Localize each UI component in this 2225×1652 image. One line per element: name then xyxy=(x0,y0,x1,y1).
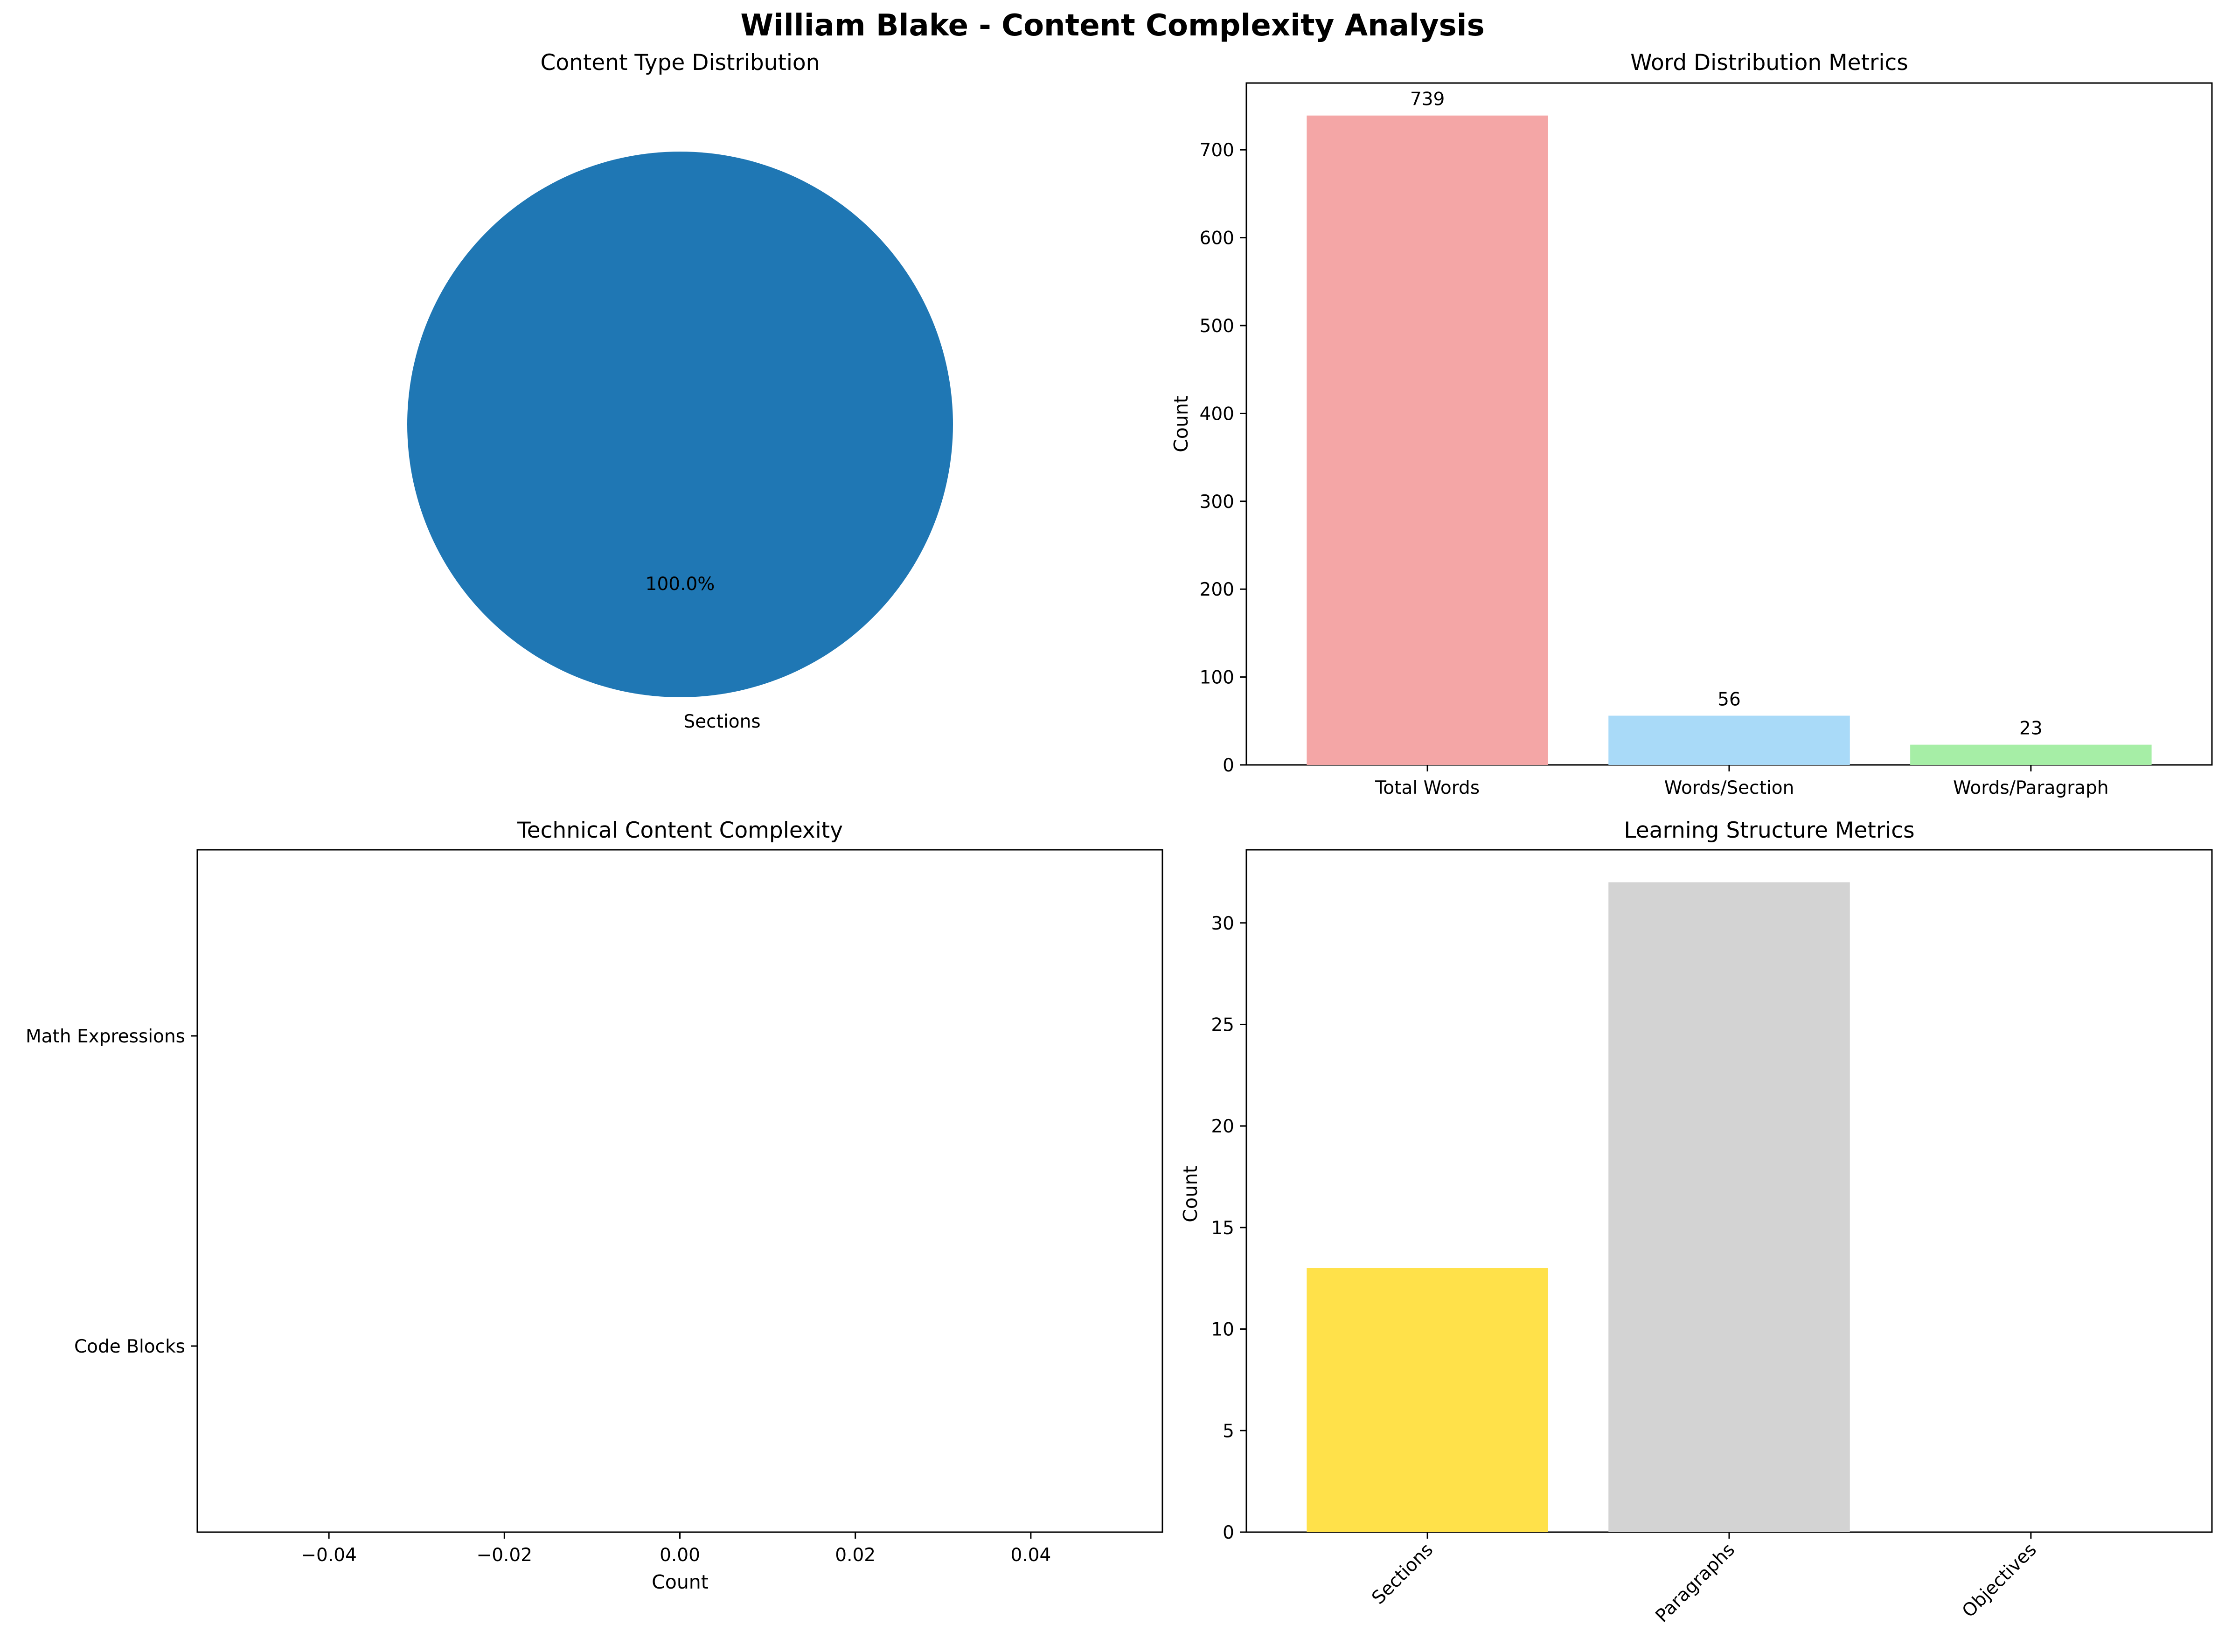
figure-title: William Blake - Content Complexity Analy… xyxy=(740,8,1484,43)
y-tick-label: 30 xyxy=(1211,913,1234,934)
x-tick-label: Words/Paragraph xyxy=(1953,777,2108,798)
y-tick-label: 0 xyxy=(1223,1522,1234,1543)
x-tick-label: Words/Section xyxy=(1664,777,1794,798)
y-tick-label: 100 xyxy=(1200,667,1234,688)
word-bars: 739 Total Words 56 Words/Section 23 Words/Par… xyxy=(1200,82,2213,798)
y-tick-label: 200 xyxy=(1200,579,1234,600)
technical-chart-panel: Technical Content Complexity Code Blocks… xyxy=(26,818,1163,1593)
bar-value-label: 23 xyxy=(2019,718,2043,739)
x-tick-label: 0.04 xyxy=(1010,1545,1051,1566)
y-tick-label: 300 xyxy=(1200,492,1234,513)
y-tick-label: 5 xyxy=(1223,1421,1234,1442)
pie-chart-title: Content Type Distribution xyxy=(541,50,820,76)
y-tick-label: 700 xyxy=(1200,140,1234,161)
pie-chart-panel: Content Type Distribution 100.0% Sections xyxy=(407,50,953,732)
technical-bars: Code Blocks Math Expressions −0.04 −0.02 0.0… xyxy=(26,849,1163,1566)
technical-chart-title: Technical Content Complexity xyxy=(517,818,843,843)
y-tick-label: 20 xyxy=(1211,1116,1234,1137)
y-tick-label: 0 xyxy=(1223,755,1234,776)
pie-slices: 100.0% Sections xyxy=(407,152,953,732)
structure-chart-ylabel: Count xyxy=(1179,1166,1202,1222)
pie-slice xyxy=(407,152,953,697)
technical-chart-xlabel: Count xyxy=(652,1571,709,1593)
bar xyxy=(1307,1268,1548,1532)
x-tick-label: −0.04 xyxy=(301,1545,357,1566)
y-tick-label: 25 xyxy=(1211,1014,1234,1035)
y-tick-label: 500 xyxy=(1200,316,1234,337)
x-tick-label: 0.00 xyxy=(660,1545,700,1566)
bar xyxy=(1910,744,2152,765)
y-tick-label: 10 xyxy=(1211,1319,1234,1340)
y-tick-label: Code Blocks xyxy=(74,1336,185,1357)
y-tick-label: 600 xyxy=(1200,228,1234,249)
structure-chart-title: Learning Structure Metrics xyxy=(1624,818,1914,843)
y-tick-label: 400 xyxy=(1200,403,1234,424)
x-tick-label: Total Words xyxy=(1375,777,1480,798)
bar xyxy=(1307,115,1548,765)
pie-category-label: Sections xyxy=(683,711,760,732)
bar-value-label: 56 xyxy=(1717,689,1741,710)
y-tick-label: Math Expressions xyxy=(26,1026,185,1047)
x-tick-label: 0.02 xyxy=(835,1545,876,1566)
y-tick-label: 15 xyxy=(1211,1218,1234,1239)
bar xyxy=(1608,882,1850,1532)
word-chart-ylabel: Count xyxy=(1170,396,1192,452)
word-chart-title: Word Distribution Metrics xyxy=(1630,50,1908,76)
bar-value-label: 739 xyxy=(1410,89,1445,110)
x-tick-label: −0.02 xyxy=(477,1545,533,1566)
bar xyxy=(1608,715,1850,765)
word-chart-panel: Word Distribution Metrics 739 Total Words… xyxy=(1170,50,2213,798)
pie-percent-label: 100.0% xyxy=(646,574,715,595)
